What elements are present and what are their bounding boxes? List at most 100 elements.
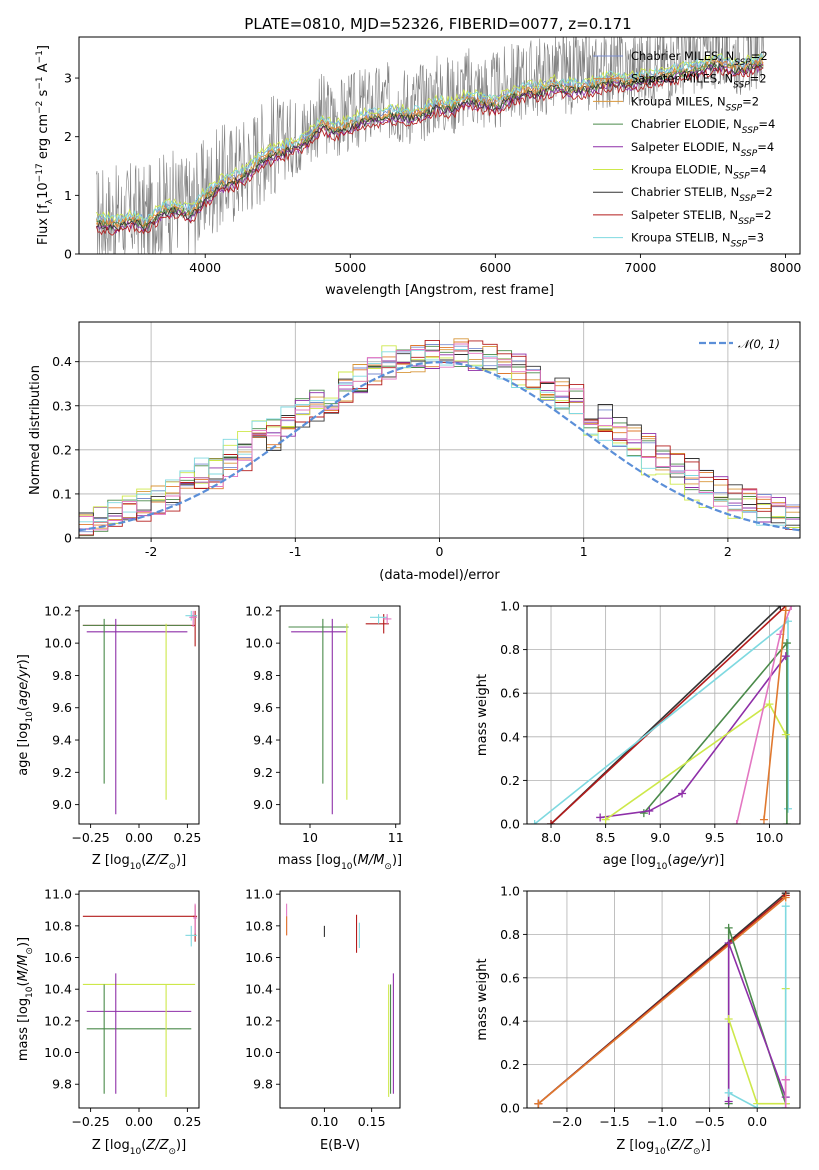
histogram-panel: -2 -1 0 1 2 0 0.1 0.2 0.3 0.4 (data-model)/error No… [28, 321, 801, 583]
y-tick-label: 10.8 [245, 918, 273, 933]
mass-ebv-panel-plot-area [286, 903, 394, 1097]
mass-metallicity-panel-plot-area [82, 903, 198, 1097]
legend-label: Salpeter MILES, NSSP=2 [631, 72, 767, 91]
x-tick-label: 0.25 [173, 830, 201, 845]
legend-label: 𝒩(0, 1) [738, 337, 780, 351]
y-tick-label: 0.8 [500, 927, 520, 942]
weight-marker [781, 652, 790, 661]
y-tick-label: 9.8 [52, 1077, 72, 1092]
weight-age-panel-plot-area [530, 606, 796, 824]
weight-marker [724, 1088, 733, 1097]
x-tick-label: 9.5 [705, 830, 725, 845]
weight-line [605, 702, 787, 821]
mass-metallicity-panel: −0.25 0.00 0.25 9.8 10.0 10.2 10.4 10.6 10.8 11.0… [16, 887, 201, 1157]
x-axis-label: (data-model)/error [379, 568, 500, 583]
x-axis-label: Z [log10(Z/Z⊙)] [92, 853, 186, 872]
weight-marker [601, 815, 610, 824]
y-tick-label: 0.4 [500, 729, 520, 744]
y-tick-label: 10.4 [245, 982, 273, 997]
y-tick-label: 0.4 [52, 354, 72, 369]
weight-marker [782, 639, 791, 648]
weight-line [600, 655, 787, 819]
y-tick-label: 10.2 [44, 1013, 72, 1028]
weight-marker [781, 902, 790, 911]
y-tick-label: 0.1 [52, 486, 72, 501]
y-tick-label: 0.2 [52, 442, 72, 457]
y-tick-label: 9.6 [52, 700, 72, 715]
y-tick-label: 9.8 [52, 668, 72, 683]
x-tick-label: 2 [724, 544, 732, 559]
y-tick-label: 11.0 [245, 887, 273, 902]
x-tick-label: −2.0 [552, 1114, 582, 1129]
weight-marker [678, 789, 687, 798]
y-axis-label: Flux [fλ10−17 erg cm−2 s−1 A−1] [35, 45, 55, 245]
x-tick-label: 8000 [770, 260, 802, 275]
weight-marker [765, 700, 774, 709]
x-axis-label: Z [log10(Z/Z⊙)] [92, 1138, 186, 1157]
observed-spectrum-line [96, 37, 764, 254]
x-tick-label: 0.25 [173, 1114, 201, 1129]
y-tick-label: 10.2 [245, 1013, 273, 1028]
y-axis-label: mass weight [475, 958, 490, 1040]
model-spectrum-line [96, 61, 764, 233]
weight-marker [753, 1104, 762, 1108]
x-tick-label: 0.00 [125, 830, 153, 845]
y-tick-label: 10.0 [245, 1045, 273, 1060]
y-tick-label: 10.6 [245, 950, 273, 965]
y-tick-label: 1.0 [500, 599, 520, 614]
weight-marker [787, 606, 796, 610]
y-tick-label: 0 [64, 531, 72, 546]
axes-frame [78, 605, 200, 825]
x-axis-label: wavelength [Angstrom, rest frame] [325, 283, 554, 298]
weight-marker [783, 804, 792, 813]
x-tick-label: 11 [388, 830, 404, 845]
weight-marker [759, 815, 768, 824]
y-tick-label: 10.8 [44, 918, 72, 933]
y-axis-label: Normed distribution [28, 365, 43, 495]
y-tick-label: 0.2 [500, 773, 520, 788]
x-axis-label: age [log10(age/yr)] [603, 853, 725, 872]
x-tick-label: 10 [302, 830, 318, 845]
x-tick-label: 9.0 [650, 830, 670, 845]
legend-label: Chabrier MILES, NSSP=2 [631, 49, 768, 68]
x-axis-label: mass [log10(M/M⊙)] [278, 853, 402, 872]
x-tick-label: −1.0 [647, 1114, 677, 1129]
y-tick-label: 0.0 [500, 817, 520, 832]
figure-title: PLATE=0810, MJD=52326, FIBERID=0077, z=0… [244, 15, 631, 33]
legend-label: Salpeter ELODIE, NSSP=4 [631, 140, 774, 159]
x-tick-label: 8.0 [541, 830, 561, 845]
x-tick-label: 0.0 [747, 1114, 767, 1129]
gaussian-curve [79, 360, 800, 532]
y-tick-label: 1.0 [500, 884, 520, 899]
y-tick-label: 9.4 [52, 733, 72, 748]
histogram-plot-area [79, 338, 800, 537]
weight-marker [781, 730, 790, 739]
age-metallicity-panel: −0.25 0.00 0.25 9.0 9.2 9.4 9.6 9.8 10.0 10.2 Z [l… [16, 603, 201, 872]
error-bar-point [189, 610, 198, 627]
weight-marker [724, 1097, 733, 1106]
y-tick-label: 10.2 [44, 603, 72, 618]
x-tick-label: 0 [436, 544, 444, 559]
spectrum-panel: 4000 5000 6000 7000 8000 0 1 2 3 wavelength [Angs… [35, 36, 802, 298]
y-tick-label: 11.0 [44, 887, 72, 902]
y-tick-label: 0.6 [500, 970, 520, 985]
weight-marker [781, 1104, 790, 1108]
error-bar-point [382, 614, 392, 624]
error-bar-point [185, 610, 198, 621]
model-spectrum-line [96, 53, 764, 222]
x-tick-label: 10.0 [756, 830, 784, 845]
x-tick-label: -1 [289, 544, 301, 559]
weight-age-panel: 8.0 8.5 9.0 9.5 10.0 0.0 0.2 0.4 0.6 0.8 1.0 age [l… [475, 599, 801, 872]
weight-metallicity-panel-plot-area [534, 891, 790, 1108]
y-tick-label: 0.6 [500, 686, 520, 701]
y-tick-label: 9.2 [253, 765, 273, 780]
y-tick-label: 9.6 [253, 700, 273, 715]
y-tick-label: 1 [64, 188, 72, 203]
y-tick-label: 2 [64, 129, 72, 144]
weight-marker [781, 606, 790, 615]
y-tick-label: 0 [64, 247, 72, 262]
weight-line [763, 610, 787, 820]
axes-frame [526, 605, 801, 825]
weight-marker [530, 820, 539, 824]
